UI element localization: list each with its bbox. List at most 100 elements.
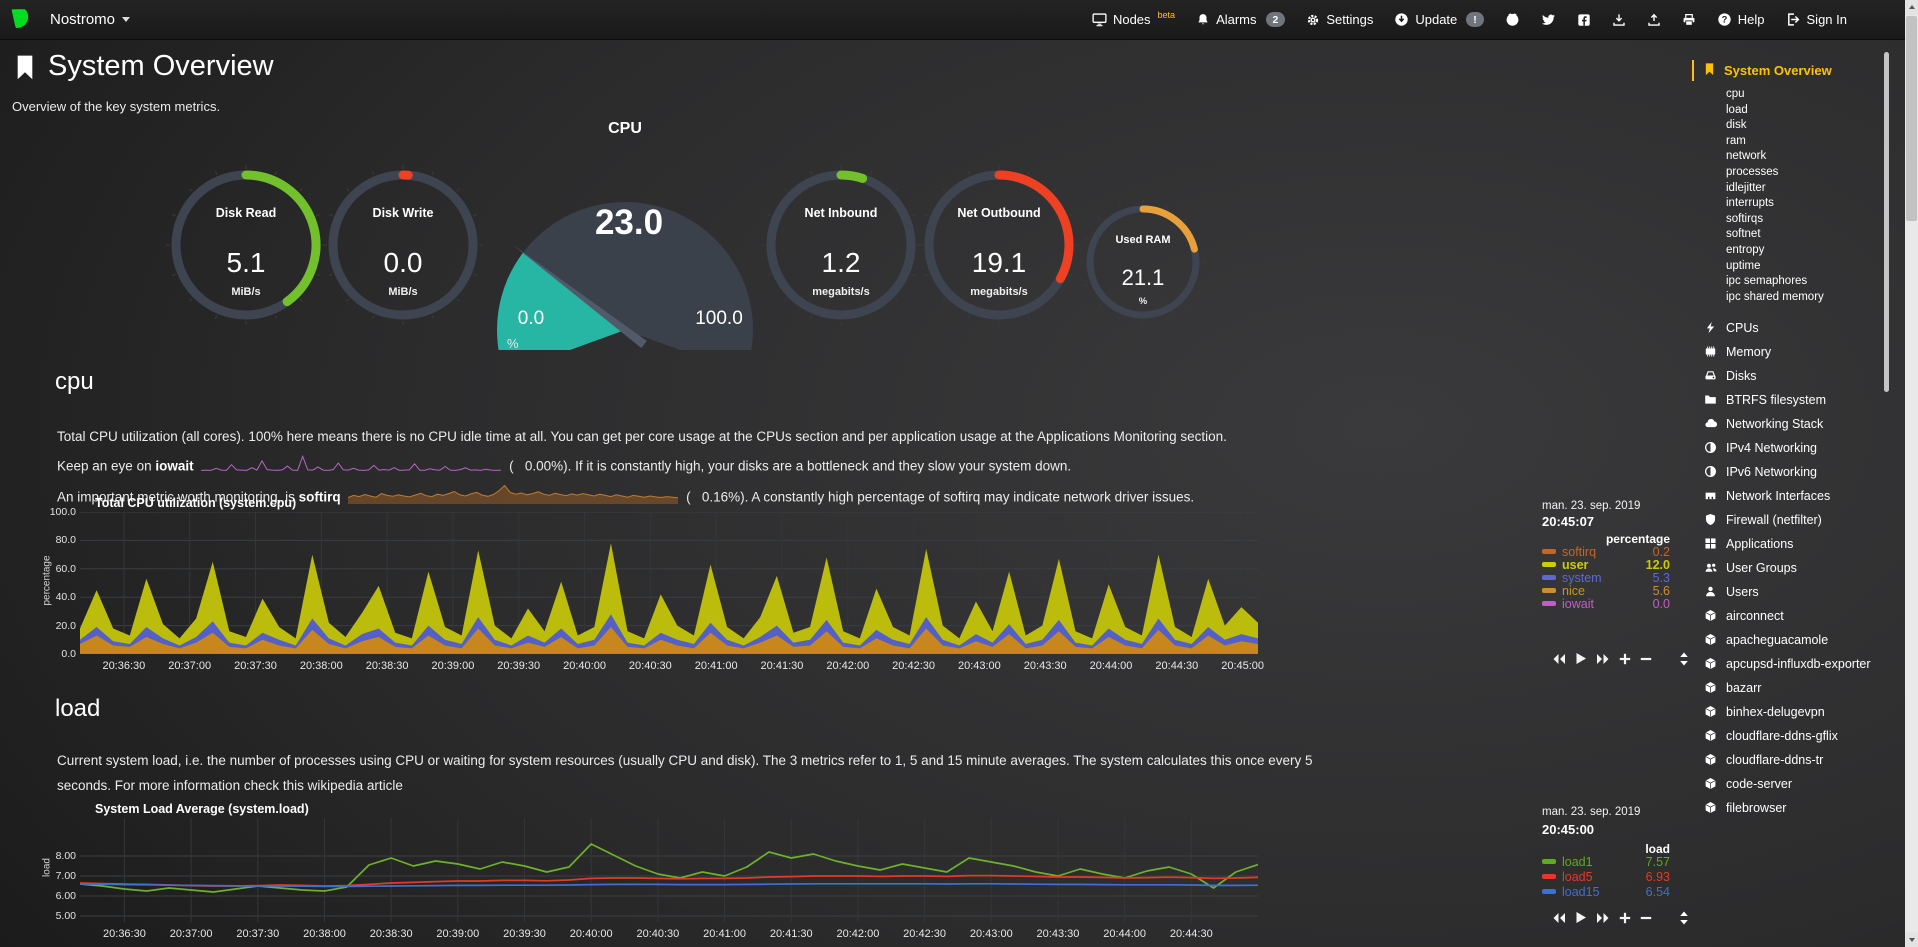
sidebar-item-binhex-delugevpn[interactable]: binhex-delugevpn [1692, 701, 1892, 725]
sidebar-item-networking-stack[interactable]: Networking Stack [1692, 413, 1892, 437]
sidebar-item-firewall-netfilter-[interactable]: Firewall (netfilter) [1692, 509, 1892, 533]
browser-scrollbar[interactable] [1905, 0, 1918, 947]
sidebar-item-users[interactable]: Users [1692, 581, 1892, 605]
legend-row-load1[interactable]: load1 7.57 [1542, 855, 1670, 869]
nav-item-nodes[interactable]: Nodes beta [1092, 10, 1175, 27]
twitter-icon [1541, 12, 1556, 27]
toolbar-zoom-in-button[interactable] [1619, 911, 1631, 929]
gauge-disk-read[interactable]: Disk Read 5.1 MiB/s [156, 155, 336, 340]
nav-item-alarms[interactable]: Alarms 2 [1196, 12, 1286, 27]
toolbar-pan-forward-button[interactable] [1596, 652, 1610, 670]
legend-swatch [1542, 889, 1556, 894]
gauge-net-outbound[interactable]: Net Outbound 19.1 megabits/s [909, 155, 1089, 340]
plot-area[interactable] [80, 512, 1258, 654]
sidebar-item-user-groups[interactable]: User Groups [1692, 557, 1892, 581]
gauge-net-inbound[interactable]: Net Inbound 1.2 megabits/s [751, 155, 931, 340]
toolbar-zoom-out-button[interactable] [1640, 652, 1652, 670]
legend-row-load5[interactable]: load5 6.93 [1542, 870, 1670, 884]
sidebar-subitem-softnet[interactable]: softnet [1726, 228, 1761, 241]
sidebar-subitem-idlejitter[interactable]: idlejitter [1726, 181, 1766, 194]
x-tick: 20:44:30 [1169, 928, 1213, 940]
sidebar-item-cpus[interactable]: CPUs [1692, 317, 1892, 341]
toolbar-pan-backward-button[interactable] [1552, 911, 1566, 929]
nav-item-import[interactable] [1612, 13, 1626, 27]
netdata-logo-icon[interactable] [10, 7, 36, 33]
wikipedia-link[interactable]: wikipedia article [307, 778, 403, 793]
y-tick: 100.0 [49, 506, 76, 518]
legend-row-load15[interactable]: load15 6.54 [1542, 885, 1670, 899]
sidebar-subitem-softirqs[interactable]: softirqs [1726, 212, 1764, 225]
nav-item-signin[interactable]: Sign In [1786, 12, 1847, 27]
y-tick: 60.0 [55, 562, 76, 575]
sidebar-item-ipv6-networking[interactable]: IPv6 Networking [1692, 461, 1892, 485]
sidebar-item-system-overview[interactable]: System Overview [1692, 60, 1892, 81]
nav-item-update[interactable]: Update! [1394, 12, 1484, 27]
sidebar-subitem-ipc-shared-memory[interactable]: ipc shared memory [1726, 290, 1824, 303]
legend-units: load [1645, 842, 1670, 856]
sidebar-subitem-interrupts[interactable]: interrupts [1726, 197, 1774, 210]
sidebar-item-apcupsd-influxdb-exporter[interactable]: apcupsd-influxdb-exporter [1692, 653, 1892, 677]
nav-item-export[interactable] [1647, 13, 1661, 27]
nav-item-settings[interactable]: Settings [1306, 12, 1373, 27]
sidebar-subitem-network[interactable]: network [1726, 150, 1767, 163]
sidebar-item-code-server[interactable]: code-server [1692, 773, 1892, 797]
sidebar-item-network-interfaces[interactable]: Network Interfaces [1692, 485, 1892, 509]
legend-row-system[interactable]: system 5.3 [1542, 571, 1670, 585]
chart-resize-handle[interactable] [1678, 911, 1690, 930]
nav-item-facebook[interactable] [1577, 13, 1591, 27]
y-tick: 0.0 [61, 648, 76, 660]
toolbar-zoom-in-button[interactable] [1619, 652, 1631, 670]
sidebar-subitem-cpu[interactable]: cpu [1726, 88, 1745, 100]
sidebar-subitem-entropy[interactable]: entropy [1726, 243, 1765, 256]
sidebar-subitem-disk[interactable]: disk [1726, 119, 1747, 132]
sidebar-item-ipv4-networking[interactable]: IPv4 Networking [1692, 437, 1892, 461]
sidebar-item-filebrowser[interactable]: filebrowser [1692, 797, 1892, 821]
sidebar-item-disks[interactable]: Disks [1692, 365, 1892, 389]
sidebar-item-bazarr[interactable]: bazarr [1692, 677, 1892, 701]
sidebar-item-cloudflare-ddns-gflix[interactable]: cloudflare-ddns-gflix [1692, 725, 1892, 749]
plot-area[interactable] [80, 818, 1258, 922]
sidebar-subitem-processes[interactable]: processes [1726, 165, 1779, 178]
sidebar-item-apacheguacamole[interactable]: apacheguacamole [1692, 629, 1892, 653]
scrollbar-down-arrow[interactable] [1905, 932, 1918, 947]
scrollbar-thumb[interactable] [1906, 16, 1917, 221]
toolbar-play-button[interactable] [1575, 911, 1587, 929]
nav-item-twitter[interactable] [1541, 12, 1556, 27]
toolbar-play-button[interactable] [1575, 652, 1587, 670]
sidebar-subitem-ipc-semaphores[interactable]: ipc semaphores [1726, 275, 1808, 288]
cube-icon [1704, 633, 1718, 649]
sidebar-item-cloudflare-ddns-tr[interactable]: cloudflare-ddns-tr [1692, 749, 1892, 773]
sidebar-item-airconnect[interactable]: airconnect [1692, 605, 1892, 629]
legend-row-iowait[interactable]: iowait 0.0 [1542, 597, 1670, 611]
scrollbar-up-arrow[interactable] [1905, 0, 1918, 15]
user-group-icon [1704, 561, 1718, 577]
chart-resize-handle[interactable] [1678, 652, 1690, 671]
bookmark-icon [1703, 62, 1716, 79]
legend-row-nice[interactable]: nice 5.6 [1542, 584, 1670, 598]
nav-item-print[interactable] [1682, 13, 1696, 27]
toolbar-zoom-out-button[interactable] [1640, 911, 1652, 929]
chevron-down-icon [122, 17, 131, 22]
legend-row-softirq[interactable]: softirq 0.2 [1542, 545, 1670, 559]
sidebar-item-applications[interactable]: Applications [1692, 533, 1892, 557]
legend-row-user[interactable]: user 12.0 [1542, 558, 1670, 572]
sidebar-subitem-uptime[interactable]: uptime [1726, 259, 1761, 272]
sidebar-item-label: CPUs [1726, 321, 1759, 336]
sidebar-item-btrfs-filesystem[interactable]: BTRFS filesystem [1692, 389, 1892, 413]
sidebar-item-memory[interactable]: Memory [1692, 341, 1892, 365]
hostname-selector[interactable]: Nostromo [50, 11, 131, 28]
sidebar-subitem-ram[interactable]: ram [1726, 134, 1746, 147]
nav-item-github[interactable] [1505, 12, 1520, 27]
gauge-disk-write[interactable]: Disk Write 0.0 MiB/s [313, 155, 493, 340]
gauge-used-ram[interactable]: Used RAM 21.1% [1071, 190, 1215, 339]
chart-cpu[interactable]: Total CPU utilization (system.cpu) percen… [40, 492, 1700, 682]
toolbar-pan-forward-button[interactable] [1596, 911, 1610, 929]
nav-item-help[interactable]: ? Help [1717, 12, 1765, 27]
toolbar-pan-backward-button[interactable] [1552, 652, 1566, 670]
chart-load[interactable]: System Load Average (system.load) load 8.0… [40, 798, 1700, 947]
cpu-gauge[interactable]: CPU 23.0 0.0 100.0% [493, 120, 757, 374]
legend-series-name: load1 [1562, 855, 1593, 869]
x-tick: 20:40:30 [628, 660, 672, 672]
sidebar-scrollbar-thumb[interactable] [1884, 52, 1889, 392]
sidebar-subitem-load[interactable]: load [1726, 103, 1748, 116]
